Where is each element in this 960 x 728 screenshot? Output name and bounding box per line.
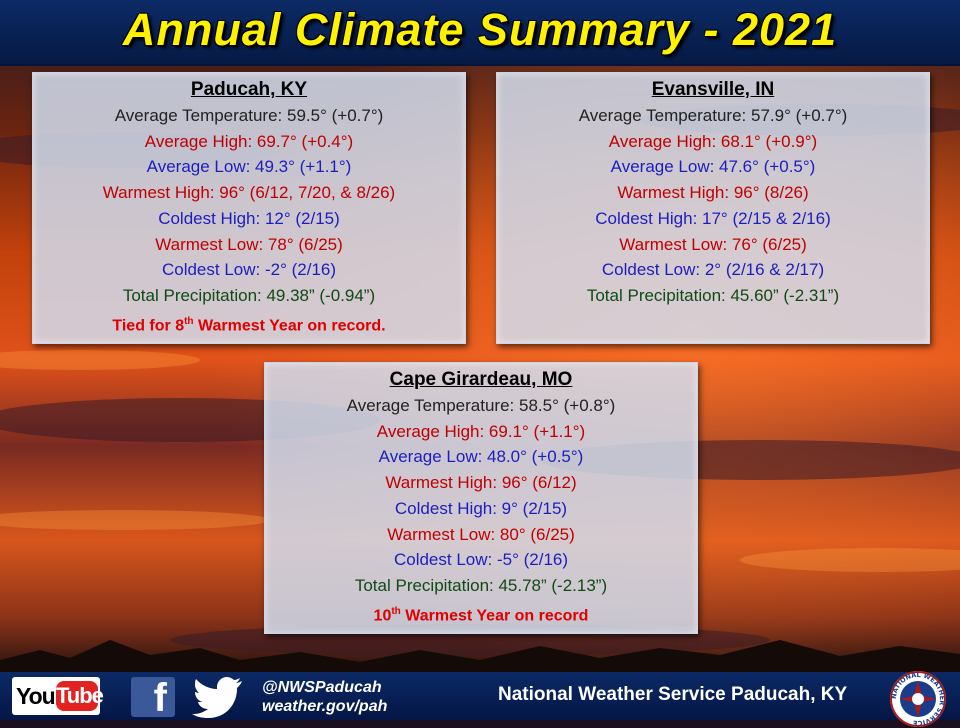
twitter-icon[interactable] [192, 676, 244, 718]
total-precip-row: Total Precipitation: 49.38” (-0.94”) [122, 285, 376, 305]
total-precip-row: Total Precipitation: 45.78” (-2.13”) [354, 575, 608, 595]
coldest-high-row: Coldest High: 17° (2/15 & 2/16) [595, 208, 831, 228]
avg-high-row: Average High: 68.1° (+0.9°) [608, 131, 818, 151]
title-bar [0, 0, 960, 66]
warmest-high-row: Warmest High: 96° (6/12, 7/20, & 8/26) [102, 183, 396, 203]
warmest-high-row: Warmest High: 96° (8/26) [617, 183, 809, 203]
record-note: 10th Warmest Year on record [373, 605, 589, 624]
office-name: National Weather Service Paducah, KY [498, 684, 848, 705]
card-paducah: Paducah, KY Average Temperature: 59.5° (… [32, 72, 466, 344]
record-note: Tied for 8th Warmest Year on record. [112, 315, 386, 334]
avg-low-row: Average Low: 48.0° (+0.5°) [378, 447, 584, 467]
website-link[interactable]: weather.gov/pah [262, 698, 388, 715]
city-title: Cape Girardeau, MO [389, 369, 573, 390]
warmest-high-row: Warmest High: 96° (6/12) [385, 473, 577, 493]
warmest-low-row: Warmest Low: 80° (6/25) [387, 524, 575, 544]
warmest-low-row: Warmest Low: 76° (6/25) [619, 234, 807, 254]
total-precip-row: Total Precipitation: 45.60” (-2.31”) [586, 285, 840, 305]
card-evansville: Evansville, IN Average Temperature: 57.9… [496, 72, 930, 344]
coldest-low-row: Coldest Low: -2° (2/16) [161, 260, 337, 280]
warmest-low-row: Warmest Low: 78° (6/25) [155, 234, 343, 254]
coldest-high-row: Coldest High: 12° (2/15) [158, 208, 340, 228]
youtube-icon[interactable]: You Tube [12, 677, 104, 715]
social-handles: @NWSPaducah weather.gov/pah [262, 678, 387, 716]
avg-high-row: Average High: 69.1° (+1.1°) [376, 421, 586, 441]
twitter-handle[interactable]: @NWSPaducah [262, 679, 382, 696]
coldest-low-row: Coldest Low: 2° (2/16 & 2/17) [601, 260, 825, 280]
card-cape-girardeau: Cape Girardeau, MO Average Temperature: … [264, 362, 698, 634]
city-title: Paducah, KY [190, 79, 308, 100]
nws-logo-icon: NATIONAL WEATHER SERVICE [890, 671, 946, 727]
city-title: Evansville, IN [651, 79, 775, 100]
avg-temp-row: Average Temperature: 57.9° (+0.7°) [578, 106, 848, 125]
coldest-low-row: Coldest Low: -5° (2/16) [393, 550, 569, 570]
coldest-high-row: Coldest High: 9° (2/15) [394, 498, 568, 518]
avg-low-row: Average Low: 49.3° (+1.1°) [146, 157, 352, 177]
avg-temp-row: Average Temperature: 59.5° (+0.7°) [114, 106, 384, 125]
avg-high-row: Average High: 69.7° (+0.4°) [144, 131, 354, 151]
page-title: Annual Climate Summary - 2021 [122, 4, 838, 55]
avg-low-row: Average Low: 47.6° (+0.5°) [610, 157, 816, 177]
avg-temp-row: Average Temperature: 58.5° (+0.8°) [346, 396, 616, 415]
facebook-icon[interactable]: f [131, 676, 175, 720]
